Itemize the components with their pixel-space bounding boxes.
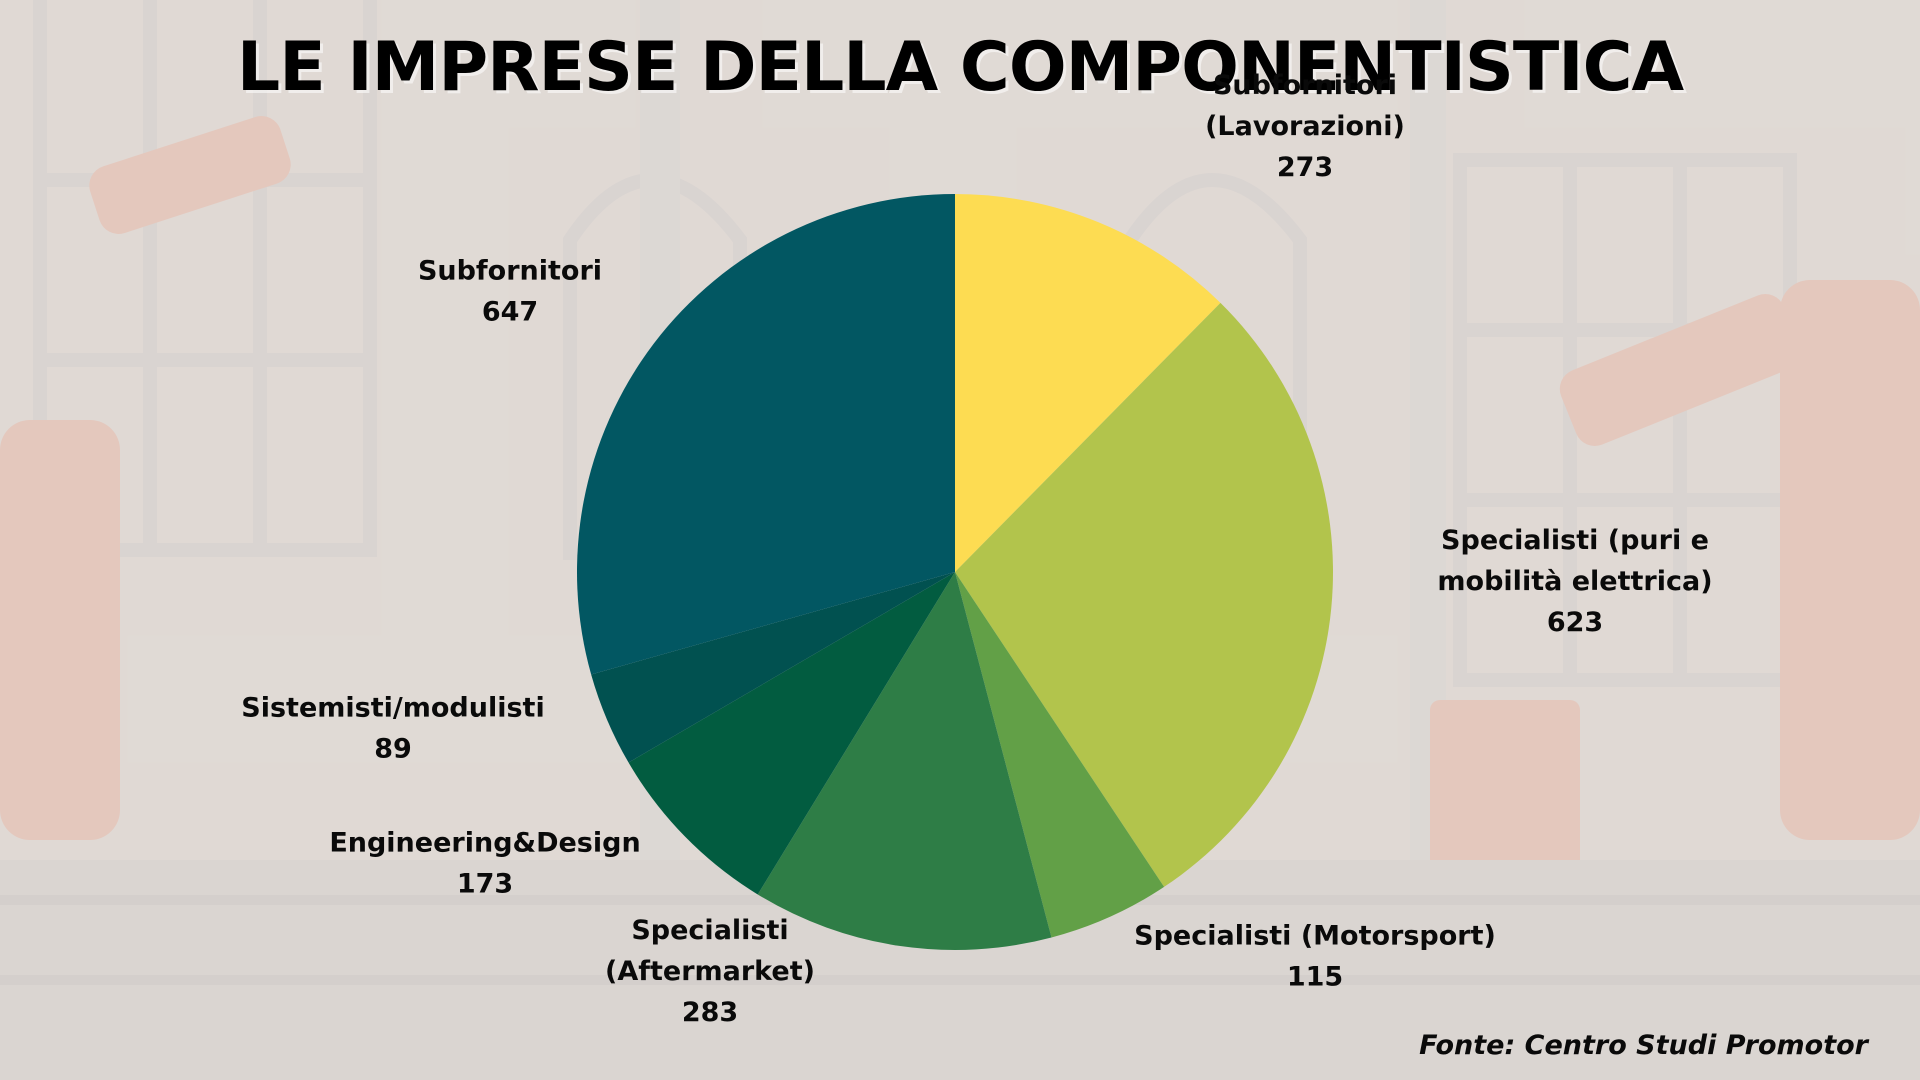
chart-title: LE IMPRESE DELLA COMPONENTISTICA bbox=[236, 28, 1684, 107]
slice-value-2: 115 bbox=[1287, 962, 1343, 993]
pie-slice-2 bbox=[955, 572, 1165, 938]
slice-value-5: 89 bbox=[374, 734, 412, 765]
slice-name-5: Sistemisti/modulisti bbox=[241, 693, 544, 724]
pie-slice-1 bbox=[955, 302, 1333, 887]
pie-slice-4 bbox=[628, 572, 955, 895]
slice-label-0: Subfornitori (Lavorazioni) 273 bbox=[1205, 70, 1405, 183]
slice-name-1: Specialisti (puri e bbox=[1441, 525, 1709, 556]
slice-value-0: 273 bbox=[1277, 152, 1333, 183]
slice-label-4: Engineering&Design 173 bbox=[329, 828, 640, 900]
slice-name-3: (Aftermarket) bbox=[605, 956, 815, 987]
pie-slice-5 bbox=[591, 572, 955, 763]
slice-label-5: Sistemisti/modulisti 89 bbox=[241, 693, 544, 765]
slice-value-1: 623 bbox=[1547, 607, 1603, 638]
slice-name-3: Specialisti bbox=[631, 915, 788, 946]
slice-name-6: Subfornitori bbox=[418, 256, 602, 287]
slice-name-4: Engineering&Design bbox=[329, 828, 640, 859]
slice-label-2: Specialisti (Motorsport) 115 bbox=[1134, 921, 1496, 993]
pie-slice-3 bbox=[757, 572, 1052, 951]
slice-value-3: 283 bbox=[682, 997, 738, 1028]
pie-slice-6 bbox=[576, 194, 955, 675]
pie-slice-0 bbox=[955, 194, 1221, 572]
slice-label-6: Subfornitori 647 bbox=[418, 256, 602, 328]
slice-name-0: Subfornitori bbox=[1213, 70, 1397, 101]
source-note: Fonte: Centro Studi Promotor bbox=[1419, 1030, 1868, 1061]
slice-name-1: mobilità elettrica) bbox=[1437, 566, 1712, 597]
slice-name-2: Specialisti (Motorsport) bbox=[1134, 921, 1496, 952]
slice-label-1: Specialisti (puri e mobilità elettrica) 62… bbox=[1437, 525, 1712, 638]
slice-name-0: (Lavorazioni) bbox=[1205, 111, 1405, 142]
slice-value-6: 647 bbox=[482, 297, 538, 328]
slice-value-4: 173 bbox=[457, 869, 513, 900]
slice-label-3: Specialisti (Aftermarket) 283 bbox=[605, 915, 815, 1028]
